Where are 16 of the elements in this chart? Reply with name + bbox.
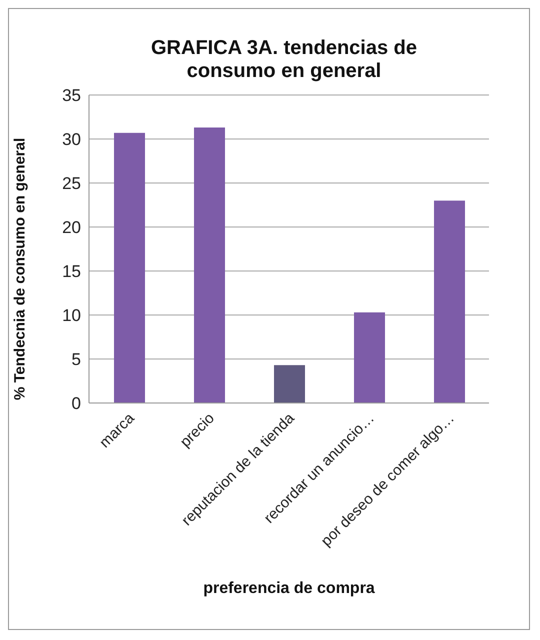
y-tick-label: 5 [72,350,81,370]
y-tick-label: 10 [62,306,81,326]
y-tick-label: 15 [62,262,81,282]
y-tick-label: 35 [62,86,81,106]
y-tick-label: 20 [62,218,81,238]
bar [434,200,465,403]
bar [354,312,385,403]
y-tick-label: 25 [62,174,81,194]
x-axis-title: preferencia de compra [203,580,375,597]
bar [194,128,225,403]
bar [274,365,305,403]
y-tick-label: 30 [62,130,81,150]
y-tick-label: 0 [72,394,81,414]
bar [114,132,145,403]
y-axis-title: % Tendecnia de consumo en general [11,138,28,400]
chart-title: GRAFICA 3A. tendencias de consumo en general [150,36,418,83]
